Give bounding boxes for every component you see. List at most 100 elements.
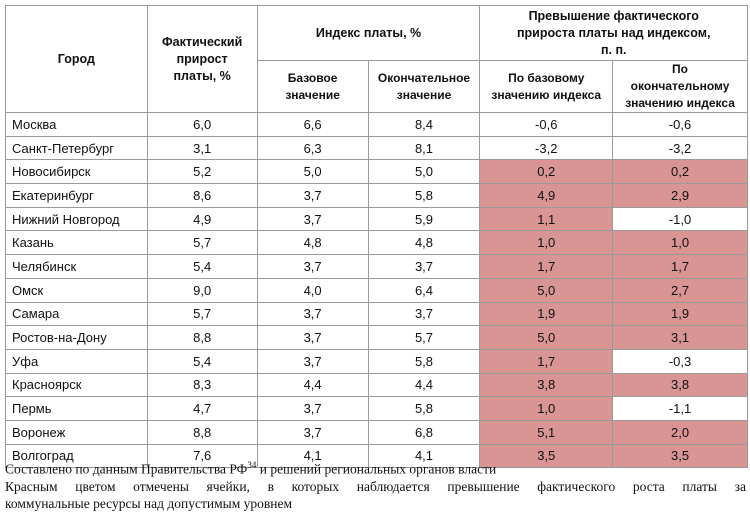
cell-by-base: 1,7	[479, 348, 614, 374]
cell-by-base: 1,0	[479, 230, 614, 256]
table-row: Ростов-на-Дону 8,8 3,7 5,7 5,0 3,1	[5, 325, 748, 350]
cell-actual: 5,4	[146, 254, 258, 279]
cell-by-final: -1,1	[612, 396, 748, 421]
cell-by-final: 2,7	[612, 277, 748, 303]
header-by-final: По окончательному значению индекса	[612, 60, 748, 113]
cell-by-base: 0,2	[479, 159, 614, 185]
cell-base: 3,7	[256, 325, 369, 350]
cell-final: 8,1	[367, 135, 481, 161]
cell-city: Красноярск	[5, 372, 148, 398]
header-final: Окончательное значение	[367, 60, 481, 113]
cell-final: 5,8	[367, 396, 481, 421]
cell-city: Пермь	[5, 396, 148, 421]
cell-final: 5,8	[367, 183, 481, 208]
header-actual: Фактический прирост платы, %	[146, 5, 258, 113]
cell-base: 3,7	[256, 396, 369, 421]
cell-actual: 4,9	[146, 206, 258, 232]
table-row: Самара 5,7 3,7 3,7 1,9 1,9	[5, 301, 748, 327]
cell-final: 4,4	[367, 372, 481, 398]
cell-by-base: 1,0	[479, 396, 614, 421]
cell-by-final: -0,3	[612, 348, 748, 374]
cell-by-base: 5,0	[479, 277, 614, 303]
cell-base: 4,4	[256, 372, 369, 398]
cell-by-base: -3,2	[479, 135, 614, 161]
cell-by-final: -1,0	[612, 206, 748, 232]
cell-city: Нижний Новгород	[5, 206, 148, 232]
cell-base: 6,3	[256, 135, 369, 161]
cell-base: 3,7	[256, 183, 369, 208]
header-base: Базовое значение	[256, 60, 369, 113]
cell-final: 5,8	[367, 348, 481, 374]
cell-base: 3,7	[256, 419, 369, 445]
cell-city: Самара	[5, 301, 148, 327]
cell-actual: 8,3	[146, 372, 258, 398]
cell-base: 3,7	[256, 206, 369, 232]
cell-actual: 5,7	[146, 230, 258, 256]
table-row: Казань 5,7 4,8 4,8 1,0 1,0	[5, 230, 748, 256]
cell-city: Уфа	[5, 348, 148, 374]
cell-actual: 5,2	[146, 159, 258, 185]
source-note: Составлено по данным Правительства РФ34 …	[5, 457, 746, 478]
cell-city: Новосибирск	[5, 159, 148, 185]
cell-city: Челябинск	[5, 254, 148, 279]
cell-final: 5,0	[367, 159, 481, 185]
header-excess-group: Превышение фактического прироста платы н…	[479, 5, 748, 61]
cell-base: 4,0	[256, 277, 369, 303]
cell-actual: 7,6	[146, 443, 258, 469]
cell-base: 3,7	[256, 254, 369, 279]
table-row: Пермь 4,7 3,7 5,8 1,0 -1,1	[5, 396, 748, 421]
table-row: Омск 9,0 4,0 6,4 5,0 2,7	[5, 277, 748, 303]
footer: Составлено по данным Правительства РФ34 …	[5, 457, 746, 512]
cell-base: 6,6	[256, 112, 369, 137]
cell-city: Омск	[5, 277, 148, 303]
cell-by-base: 1,7	[479, 254, 614, 279]
cell-city: Екатеринбург	[5, 183, 148, 208]
cell-actual: 3,1	[146, 135, 258, 161]
cell-by-base: 5,0	[479, 325, 614, 350]
cell-by-base: 3,5	[479, 443, 614, 469]
color-note-line1: Красным цветом отмечены ячейки, в которы…	[5, 478, 746, 494]
cell-by-final: 2,0	[612, 419, 748, 445]
cell-final: 4,1	[367, 443, 481, 469]
cell-city: Ростов-на-Дону	[5, 325, 148, 350]
cell-actual: 9,0	[146, 277, 258, 303]
cell-by-final: 2,9	[612, 183, 748, 208]
cell-by-final: -3,2	[612, 135, 748, 161]
footnote-ref[interactable]: 34	[247, 460, 257, 470]
cell-final: 8,4	[367, 112, 481, 137]
color-note-line2: коммунальные ресурсы над допустимым уров…	[5, 495, 293, 511]
cell-city: Санкт-Петербург	[5, 135, 148, 161]
tariff-table: Город Фактический прирост платы, % Индек…	[5, 5, 748, 469]
table-row: Красноярск 8,3 4,4 4,4 3,8 3,8	[5, 372, 748, 398]
cell-city: Москва	[5, 112, 148, 137]
cell-by-final: -0,6	[612, 112, 748, 137]
cell-final: 5,7	[367, 325, 481, 350]
cell-by-final: 1,9	[612, 301, 748, 327]
cell-by-final: 0,2	[612, 159, 748, 185]
cell-actual: 5,4	[146, 348, 258, 374]
table-row: Нижний Новгород 4,9 3,7 5,9 1,1 -1,0	[5, 206, 748, 232]
source-text: Составлено по данным Правительства РФ	[5, 461, 248, 477]
cell-city: Волгоград	[5, 443, 148, 469]
cell-base: 5,0	[256, 159, 369, 185]
cell-by-base: 4,9	[479, 183, 614, 208]
cell-final: 6,8	[367, 419, 481, 445]
cell-base: 4,8	[256, 230, 369, 256]
header-city: Город	[5, 5, 148, 113]
table-row: Москва 6,0 6,6 8,4 -0,6 -0,6	[5, 112, 748, 137]
cell-actual: 8,8	[146, 419, 258, 445]
cell-final: 4,8	[367, 230, 481, 256]
cell-final: 5,9	[367, 206, 481, 232]
table-row: Екатеринбург 8,6 3,7 5,8 4,9 2,9	[5, 183, 748, 208]
cell-by-base: 1,9	[479, 301, 614, 327]
source-text-tail: и решений региональных органов власти	[256, 461, 497, 477]
cell-by-base: 5,1	[479, 419, 614, 445]
table-row: Челябинск 5,4 3,7 3,7 1,7 1,7	[5, 254, 748, 279]
cell-base: 3,7	[256, 301, 369, 327]
cell-by-base: -0,6	[479, 112, 614, 137]
table-body: Москва 6,0 6,6 8,4 -0,6 -0,6 Санкт-Петербург 3,…	[5, 112, 748, 469]
cell-by-final: 1,0	[612, 230, 748, 256]
cell-actual: 5,7	[146, 301, 258, 327]
cell-actual: 6,0	[146, 112, 258, 137]
cell-final: 3,7	[367, 301, 481, 327]
